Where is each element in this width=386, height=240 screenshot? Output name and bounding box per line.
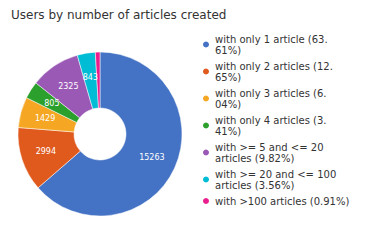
svg-text:843: 843 xyxy=(83,73,98,82)
svg-text:2325: 2325 xyxy=(58,82,78,91)
svg-text:with only 4 articles (3.: with only 4 articles (3. xyxy=(215,115,326,126)
svg-text:41%): 41%) xyxy=(215,126,241,137)
svg-text:with >= 20 and <= 100: with >= 20 and <= 100 xyxy=(215,169,336,180)
svg-text:articles (3.56%): articles (3.56%) xyxy=(215,180,294,191)
svg-text:805: 805 xyxy=(44,99,59,108)
svg-text:04%): 04%) xyxy=(215,99,241,110)
svg-text:61%): 61%) xyxy=(215,45,241,56)
svg-text:with >100 articles (0.91%): with >100 articles (0.91%) xyxy=(215,196,349,207)
svg-text:2994: 2994 xyxy=(36,147,56,156)
svg-text:with only 1 article (63.: with only 1 article (63. xyxy=(215,34,328,45)
svg-text:with only 2 articles (12.: with only 2 articles (12. xyxy=(215,61,333,72)
svg-text:articles (9.82%): articles (9.82%) xyxy=(215,153,294,164)
svg-text:with only 3 articles (6.: with only 3 articles (6. xyxy=(215,88,326,99)
svg-text:15263: 15263 xyxy=(139,153,164,162)
svg-text:65%): 65%) xyxy=(215,72,241,83)
svg-text:with >= 5 and <= 20: with >= 5 and <= 20 xyxy=(215,142,324,153)
svg-text:1429: 1429 xyxy=(35,114,55,123)
svg-text:Users by number of articles cr: Users by number of articles created xyxy=(11,8,226,22)
